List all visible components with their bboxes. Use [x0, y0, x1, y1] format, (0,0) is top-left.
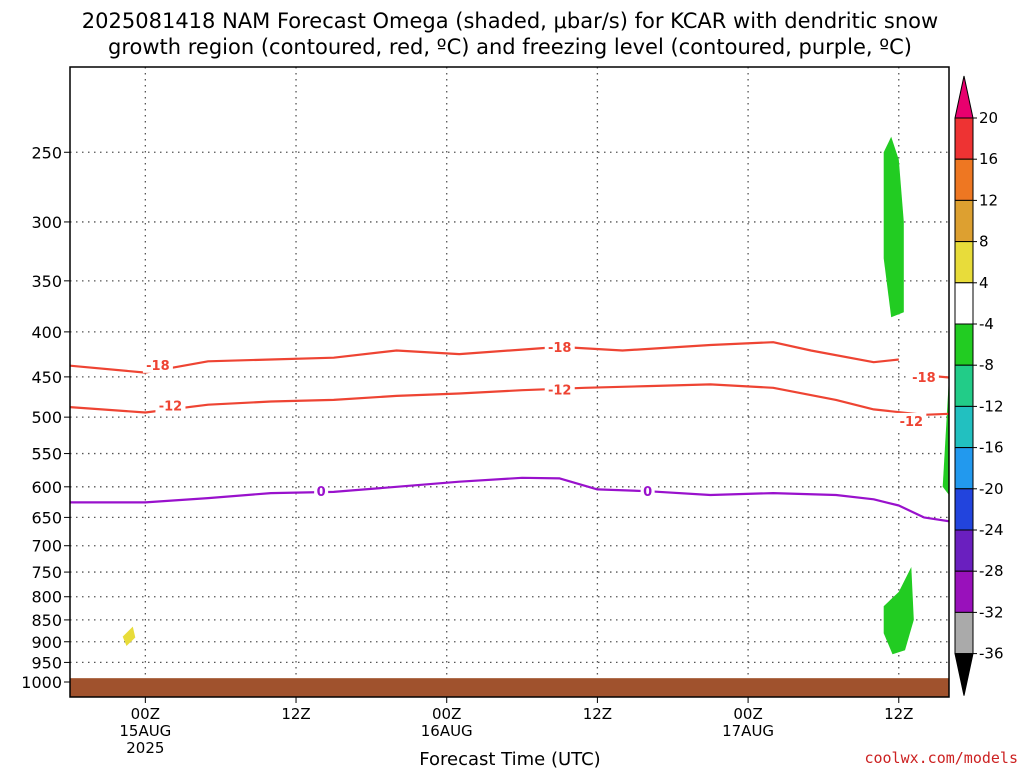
x-tick-label-h24-1: 16AUG: [421, 722, 473, 740]
y-tick-label-650: 650: [31, 508, 62, 527]
omega-shading: [122, 136, 1024, 655]
contour-label-6: 0: [317, 485, 326, 500]
y-tick-label-700: 700: [31, 537, 62, 556]
contour-line-0: [70, 341, 899, 374]
y-tick-label-750: 750: [31, 563, 62, 582]
colorbar-label-7: -12: [979, 397, 1004, 415]
y-tick-label-900: 900: [31, 633, 62, 652]
y-tick-label-300: 300: [31, 213, 62, 232]
contour-label-bg-0: [142, 356, 173, 373]
contour-label-bg-4: [544, 381, 575, 398]
temperature-contours: [70, 341, 949, 523]
x-tick-label-h48-0: 00Z: [733, 705, 762, 723]
x-tick-label-h36-0: 12Z: [583, 705, 612, 723]
y-axis-ticks: 250 300 350 400 450 500 550 600 650 700 750 800 850 9…: [21, 143, 70, 692]
x-tick-label-h48-1: 17AUG: [722, 722, 774, 740]
omega-region-5: [1008, 247, 1018, 303]
contour-label-2: -18: [912, 371, 936, 386]
contour-label-bg-6: [314, 483, 329, 500]
colorbar-label-13: -36: [979, 645, 1004, 663]
y-tick-label-350: 350: [31, 272, 62, 291]
colorbar-segment-3: [954, 199, 974, 243]
contour-line-2: [70, 383, 949, 416]
y-tick-label-250: 250: [31, 143, 62, 162]
colorbar-label-5: -4: [979, 315, 994, 333]
chart-title-line-1: 2025081418 NAM Forecast Omega (shaded, μ…: [82, 9, 938, 33]
contour-label-1: -18: [548, 341, 572, 356]
y-tick-label-550: 550: [31, 445, 62, 464]
plot-area: [70, 67, 949, 697]
y-tick-label-500: 500: [31, 408, 62, 427]
chart-title-line-2: growth region (contoured, red, ºC) and f…: [108, 35, 912, 59]
x-axis-title: Forecast Time (UTC): [419, 749, 600, 768]
contour-label-5: -12: [900, 415, 924, 430]
x-tick-label-h24-0: 00Z: [432, 705, 461, 723]
omega-region-8: [122, 626, 136, 646]
colorbar-segment-9: [954, 447, 974, 490]
x-tick-label-h12-0: 12Z: [281, 705, 310, 723]
omega-region-7: [883, 567, 914, 655]
colorbar-label-11: -28: [979, 562, 1004, 580]
credit-text: coolwx.com/models: [864, 749, 1018, 767]
colorbar-segment-12: [954, 570, 974, 613]
colorbar-segment-top: [954, 75, 974, 119]
contour-label-3: -12: [159, 400, 183, 415]
colorbar-label-3: 8: [979, 233, 989, 251]
contour-line-3: [70, 476, 949, 523]
colorbar-segment-13: [954, 611, 974, 655]
colorbar-segment-11: [954, 529, 974, 572]
contour-label-bg-5: [896, 412, 927, 429]
colorbar-label-10: -24: [979, 521, 1004, 539]
y-tick-label-450: 450: [31, 368, 62, 387]
contour-label-4: -12: [548, 383, 572, 398]
omega-region-3: [993, 137, 1024, 386]
contour-label-7: 0: [643, 485, 652, 500]
omega-region-0: [883, 136, 904, 318]
colorbar-segment-5: [954, 282, 974, 325]
colorbar-segment-8: [954, 405, 974, 449]
x-tick-label-h0-1: 15AUG: [119, 722, 171, 740]
ground-layer: [70, 678, 949, 697]
y-tick-label-1000: 1000: [21, 673, 62, 692]
colorbar-label-4: 4: [979, 274, 989, 292]
contour-label-bg-7: [640, 483, 655, 500]
colorbar-label-8: -16: [979, 439, 1004, 457]
contour-label-bg-3: [155, 397, 186, 414]
ground-fill: [70, 678, 949, 697]
plot-border: [69, 66, 950, 698]
colorbar-label-9: -20: [979, 480, 1004, 498]
colorbar-segment-6: [954, 323, 974, 366]
colorbar-label-1: 16: [979, 150, 998, 168]
colorbar-label-12: -32: [979, 603, 1004, 621]
colorbar: 20 16 12 8 4 -4 -8 -12 -16 -20 -24 -28 -32 -36: [954, 75, 1004, 696]
y-tick-label-400: 400: [31, 323, 62, 342]
y-tick-label-850: 850: [31, 611, 62, 630]
omega-region-1: [942, 376, 949, 496]
colorbar-label-6: -8: [979, 356, 994, 374]
x-tick-label-h0-2: 2025: [126, 739, 164, 757]
contour-label-bg-2: [908, 368, 939, 385]
x-tick-label-h0-0: 00Z: [131, 705, 160, 723]
colorbar-label-0: 20: [979, 109, 998, 127]
y-tick-label-600: 600: [31, 478, 62, 497]
colorbar-segment-4: [954, 241, 974, 284]
x-tick-label-h60-0: 12Z: [884, 705, 913, 723]
y-tick-label-800: 800: [31, 588, 62, 607]
colorbar-segment-1: [954, 117, 974, 160]
colorbar-segment-7: [954, 364, 974, 407]
colorbar-segment-2: [954, 158, 974, 201]
omega-region-4: [1003, 189, 1022, 302]
colorbar-label-2: 12: [979, 191, 998, 209]
contour-label-0: -18: [146, 359, 170, 374]
contour-label-bg-1: [544, 338, 575, 355]
colorbar-segment-bottom: [954, 653, 974, 696]
colorbar-segment-10: [954, 488, 974, 531]
y-tick-label-950: 950: [31, 653, 62, 672]
